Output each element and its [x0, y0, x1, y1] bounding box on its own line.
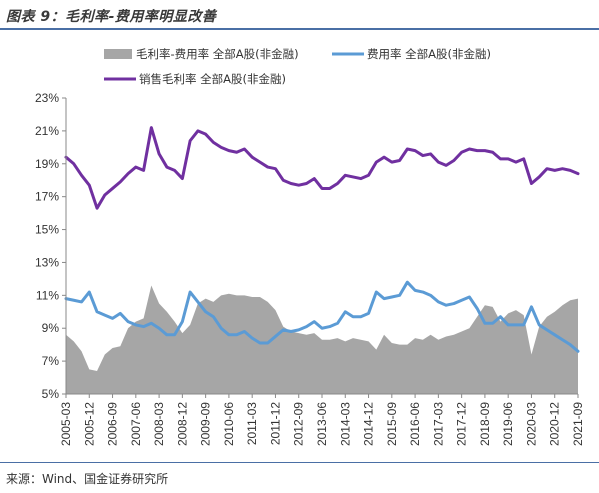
x-axis: 2005-03 2005-12 2006-09 2007-06 2008-03 2008-…	[59, 393, 585, 446]
x-tick-label: 2006-09	[106, 402, 120, 446]
footer-divider	[0, 462, 599, 463]
y-tick-label: 15%	[35, 223, 59, 237]
line-series-expense-rate	[64, 280, 580, 353]
x-tick-label: 2005-03	[59, 402, 73, 446]
y-tick-label: 7%	[42, 354, 60, 368]
legend-swatch-area	[104, 49, 132, 59]
x-tick-label: 2008-12	[175, 402, 189, 446]
title-bar: 图表 9：毛利率-费用率明显改善	[0, 0, 599, 30]
y-tick-label: 5%	[42, 387, 60, 401]
line-series-gross-margin	[64, 126, 580, 210]
x-tick-label: 2021-09	[571, 402, 585, 446]
x-tick-label: 2017-12	[455, 402, 469, 446]
x-tick-label: 2015-09	[385, 402, 399, 446]
plot-area	[64, 126, 580, 394]
y-tick-label: 13%	[35, 255, 59, 269]
x-tick-label: 2005-12	[82, 402, 96, 446]
legend: 毛利率-费用率 全部A股(非金融) 费用率 全部A股(非金融) 销售毛利率 全部A股…	[104, 47, 491, 86]
x-tick-label: 2011-03	[245, 402, 259, 445]
y-tick-label: 9%	[42, 321, 60, 335]
y-tick-label: 19%	[35, 157, 59, 171]
x-tick-label: 2016-06	[408, 402, 422, 446]
y-tick-label: 23%	[35, 91, 59, 105]
x-tick-label: 2013-06	[315, 402, 329, 446]
y-tick-label: 11%	[36, 288, 59, 302]
source-note: 来源：Wind、国金证券研究所	[6, 472, 169, 486]
x-tick-label: 2017-03	[431, 402, 445, 446]
x-tick-label: 2014-03	[338, 402, 352, 446]
x-tick-label: 2014-12	[362, 402, 376, 446]
y-tick-label: 17%	[35, 190, 59, 204]
x-tick-label: 2020-03	[524, 402, 538, 446]
chart-title: 图表 9：毛利率-费用率明显改善	[6, 9, 217, 25]
x-tick-label: 2008-03	[152, 402, 166, 446]
x-tick-label: 2019-06	[501, 402, 515, 446]
legend-label-gross-margin: 销售毛利率 全部A股(非金融)	[139, 72, 286, 86]
area-series-gross-minus-expense	[66, 285, 578, 394]
x-tick-label: 2018-09	[478, 402, 492, 446]
chart: 毛利率-费用率 全部A股(非金融) 费用率 全部A股(非金融) 销售毛利率 全部A股…	[35, 47, 585, 446]
legend-label-area: 毛利率-费用率 全部A股(非金融)	[136, 47, 299, 61]
x-tick-label: 2012-09	[292, 402, 306, 446]
title-divider	[0, 28, 599, 30]
y-tick-label: 21%	[35, 124, 59, 138]
x-tick-label: 2010-06	[222, 402, 236, 446]
y-axis: 23% 21% 19% 17% 15% 13% 11% 9% 7% 5%	[35, 91, 67, 401]
x-tick-label: 2007-06	[129, 402, 143, 446]
x-tick-label: 2011-12	[268, 402, 282, 445]
x-tick-label: 2009-09	[199, 402, 213, 446]
legend-label-expense: 费用率 全部A股(非金融)	[367, 47, 491, 61]
x-tick-label: 2020-12	[548, 402, 562, 446]
